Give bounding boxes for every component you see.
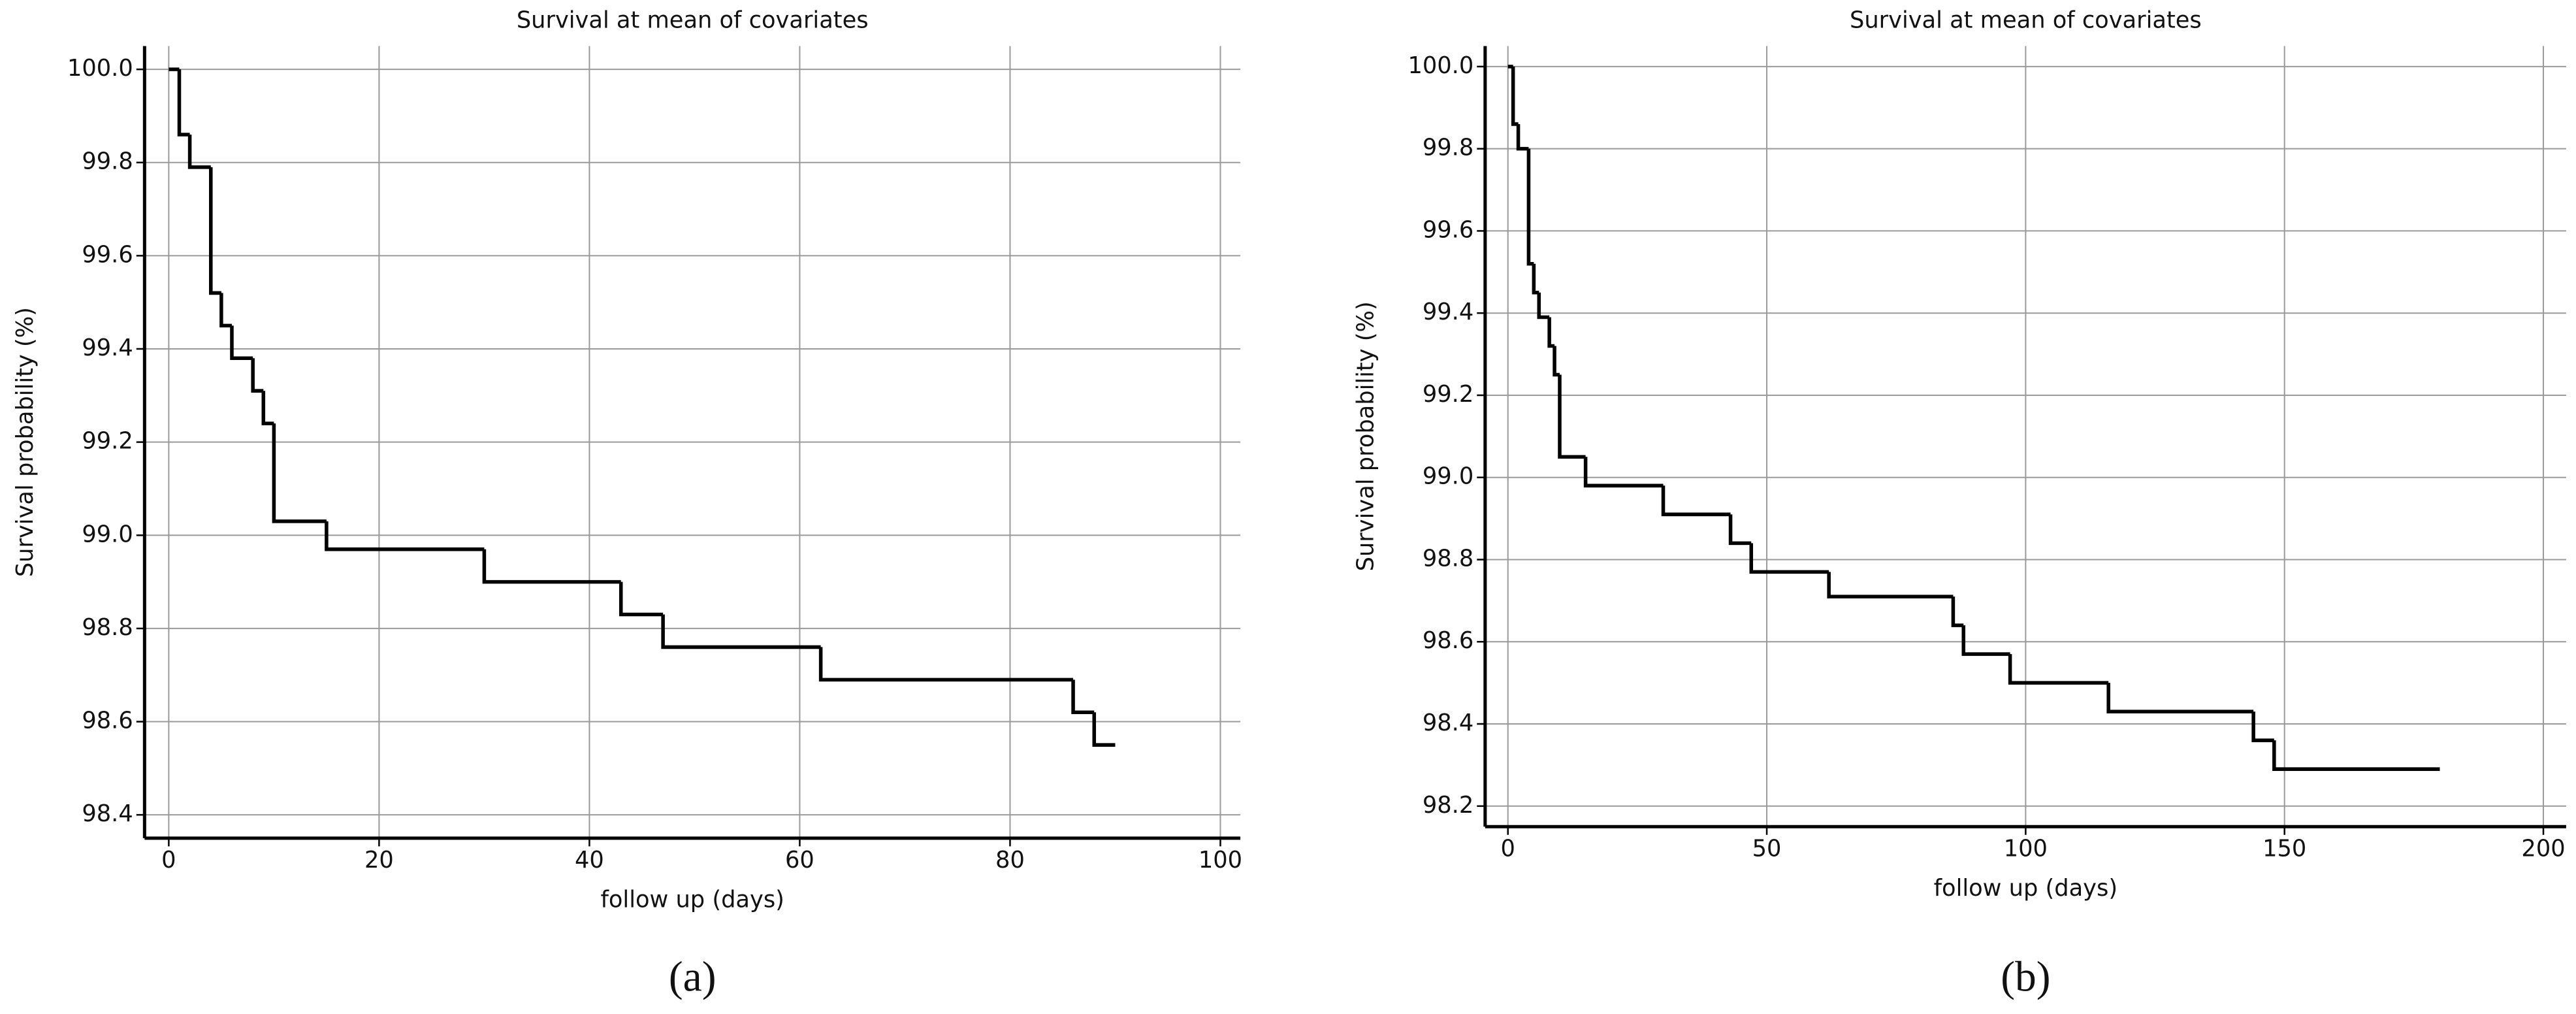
x-tick-label: 40 (575, 847, 604, 874)
survival-step (177, 69, 190, 137)
y-tick-label: 98.4 (82, 800, 133, 827)
x-tick-label: 100 (1199, 847, 1242, 874)
x-tick-label: 50 (1752, 835, 1782, 862)
x-tick-label: 80 (995, 847, 1025, 874)
y-tick-label: 98.8 (1423, 545, 1473, 572)
survival-step (1071, 679, 1095, 715)
survival-step (230, 325, 253, 361)
survival-step (661, 614, 821, 649)
y-tick-label: 99.0 (1423, 463, 1473, 490)
y-axis-label: Survival probability (%) (12, 307, 39, 577)
survival-step (1537, 292, 1550, 319)
survival-step (272, 423, 327, 523)
x-tick-label: 20 (364, 847, 394, 874)
survival-step (482, 549, 621, 584)
caption: (a) (669, 954, 716, 1001)
y-tick-label: 99.6 (1423, 216, 1473, 243)
survival-step (1728, 514, 1752, 546)
y-tick-label: 99.2 (82, 428, 133, 455)
survival-step (1749, 543, 1829, 574)
survival-step (1951, 597, 1964, 627)
y-tick-label: 100.0 (67, 55, 133, 82)
x-tick-label: 100 (2004, 835, 2048, 862)
survival-step (2106, 683, 2254, 713)
y-tick-label: 99.0 (82, 521, 133, 548)
y-tick-label: 98.4 (1423, 710, 1473, 736)
x-axis-label: follow up (days) (600, 886, 784, 913)
survival-step (1661, 485, 1731, 517)
y-tick-label: 98.6 (82, 708, 133, 734)
chart-title: Survival at mean of covariates (1850, 7, 2202, 34)
survival-step (1583, 457, 1664, 488)
survival-step (1526, 148, 1534, 266)
survival-step (325, 521, 485, 551)
survival-step (187, 134, 211, 169)
y-tick-label: 99.8 (82, 148, 133, 175)
survival-step (2272, 740, 2440, 771)
survival-step (1961, 625, 2010, 656)
survival-step (1558, 374, 1586, 459)
y-tick-label: 100.0 (1408, 52, 1473, 79)
x-tick-label: 150 (2262, 835, 2306, 862)
chart-title: Survival at mean of covariates (517, 7, 869, 34)
y-tick-label: 98.8 (82, 614, 133, 641)
y-axis-label: Survival probability (%) (1353, 301, 1379, 571)
y-tick-label: 99.8 (1423, 135, 1473, 161)
survival-step (261, 391, 274, 425)
survival-step (1092, 712, 1116, 747)
survival-step (818, 647, 1074, 682)
survival-step (1511, 66, 1519, 126)
survival-step (1547, 317, 1555, 348)
y-tick-label: 99.4 (82, 335, 133, 361)
x-axis-label: follow up (days) (1934, 875, 2117, 902)
survival-step (1532, 263, 1539, 295)
caption: (b) (2001, 954, 2050, 1001)
x-tick-label: 0 (1501, 835, 1515, 862)
y-tick-label: 99.2 (1423, 381, 1473, 408)
y-tick-label: 99.6 (82, 241, 133, 268)
survival-step (209, 167, 221, 295)
y-tick-label: 98.6 (1423, 627, 1473, 654)
survival-step (1553, 346, 1560, 377)
x-tick-label: 0 (161, 847, 176, 874)
x-tick-label: 60 (785, 847, 814, 874)
survival-step (219, 293, 232, 328)
x-tick-label: 200 (2521, 835, 2565, 862)
y-tick-label: 99.4 (1423, 299, 1473, 325)
survival-step (251, 358, 264, 393)
survival-step (1516, 123, 1529, 151)
survival-step (619, 581, 664, 617)
y-tick-label: 98.2 (1423, 792, 1473, 819)
survival-step (1827, 572, 1954, 598)
survival-step (2251, 711, 2274, 742)
survival-step (2008, 654, 2109, 685)
